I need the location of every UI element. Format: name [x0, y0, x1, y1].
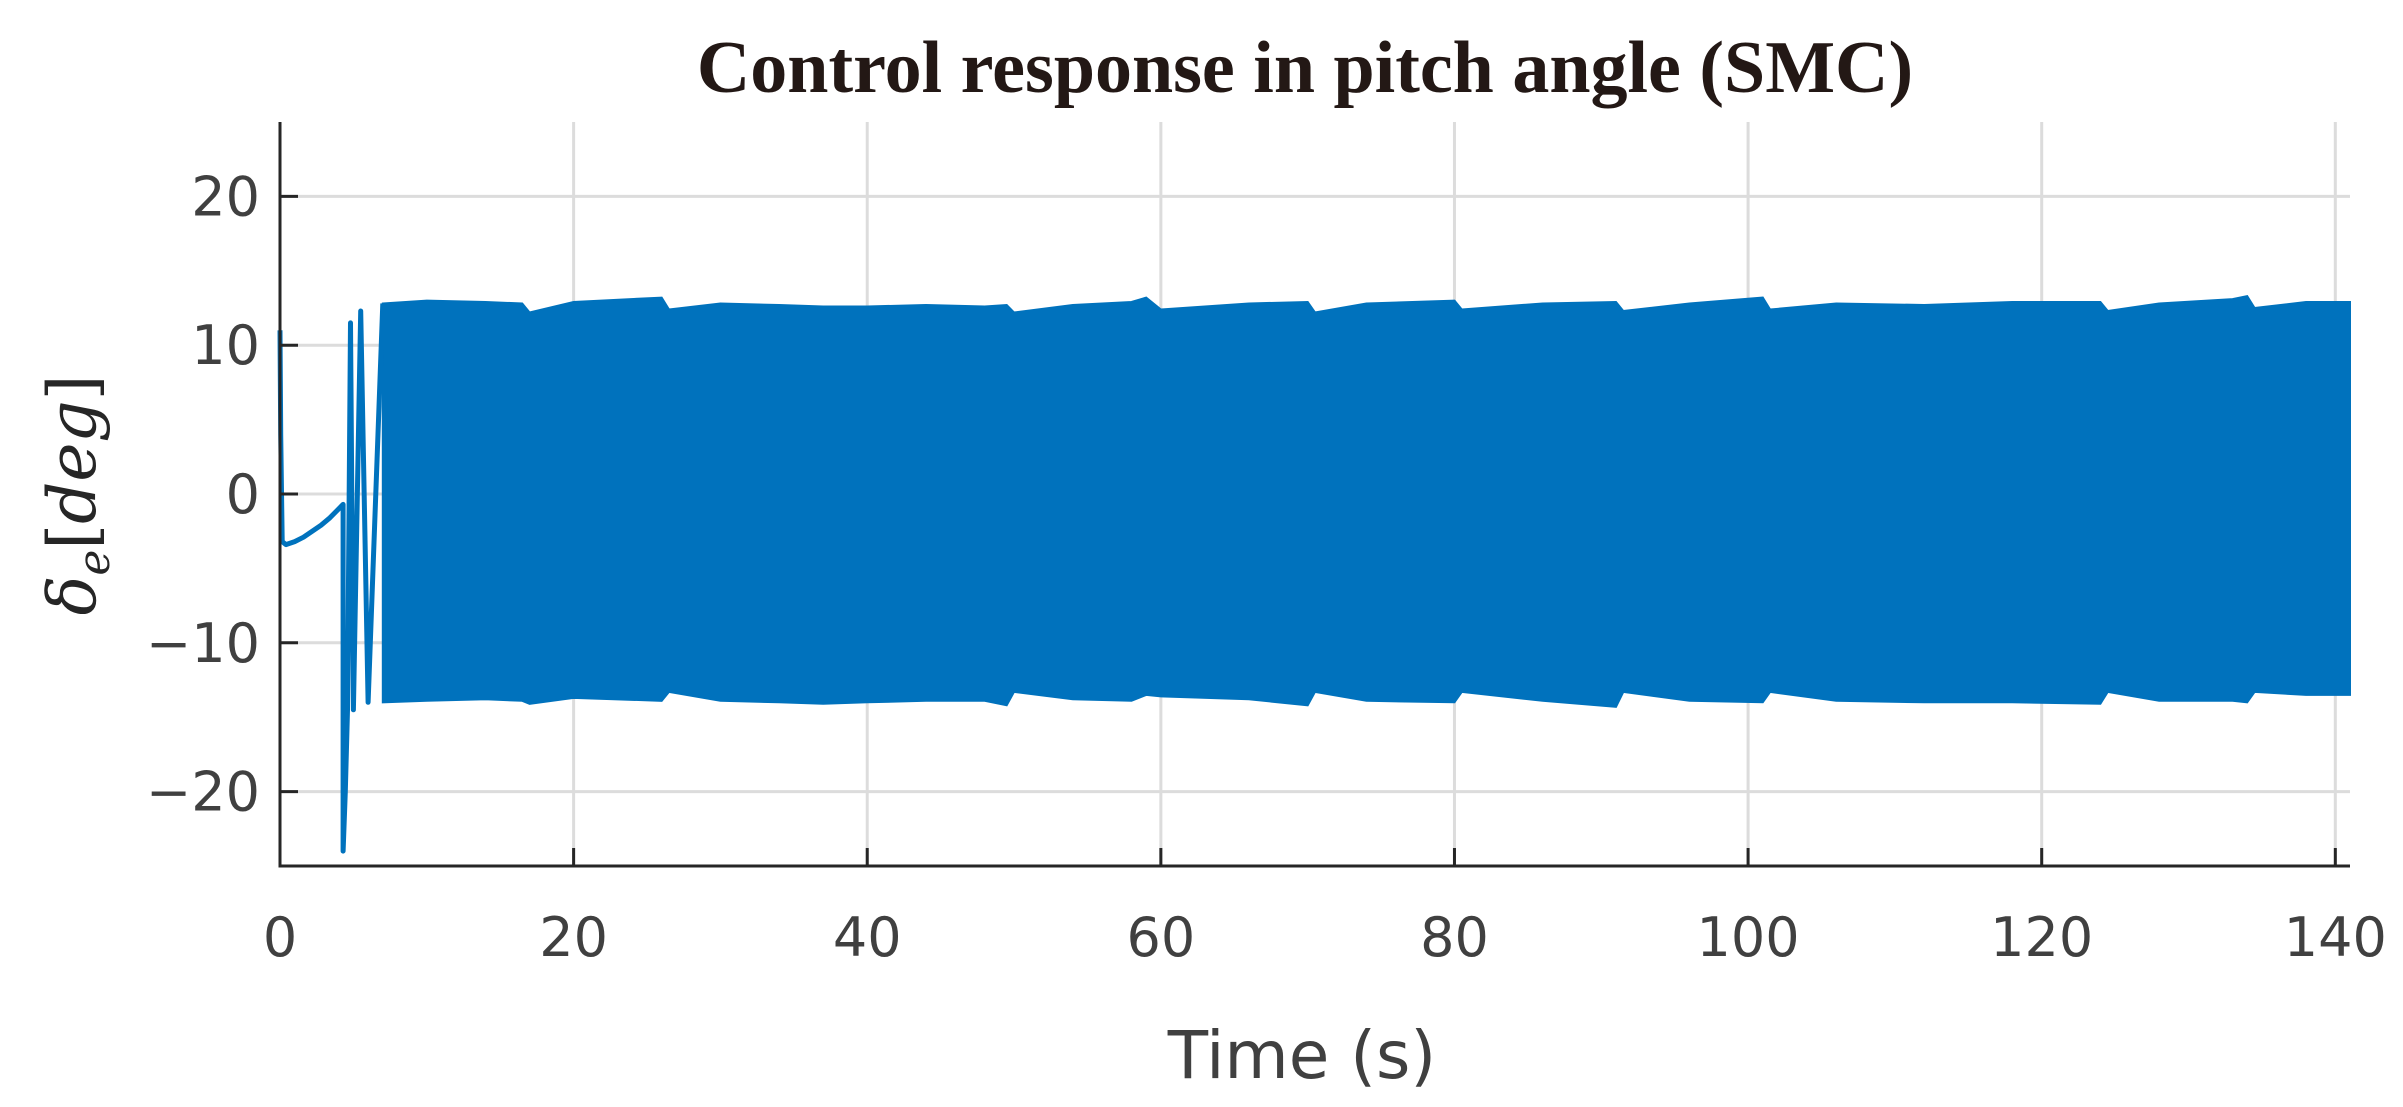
- x-tick-label-1: 20: [539, 906, 608, 969]
- data-series: [277, 294, 2351, 854]
- x-axis-label: Time (s): [1167, 1017, 1436, 1094]
- axis-ticks: 0 20 40 60 80 100 120 140 −20 −10 0 10 20: [146, 165, 2387, 969]
- y-tick-label-2: 0: [226, 463, 260, 526]
- y-axis-label-unit-close: ]: [34, 375, 111, 401]
- y-axis-label: δe[deg]: [34, 375, 120, 616]
- y-tick-label-0: −20: [146, 761, 260, 824]
- chart-title: Control response in pitch angle (SMC): [697, 27, 1913, 109]
- x-tick-label-0: 0: [263, 906, 297, 969]
- x-tick-label-5: 100: [1697, 906, 1800, 969]
- y-axis-label-unit: deg: [34, 400, 111, 524]
- y-axis-label-symbol: δ: [34, 576, 111, 616]
- y-tick-label-3: 10: [191, 314, 260, 377]
- series-0-oscillation-band: [381, 294, 2351, 708]
- y-tick-label-1: −10: [146, 612, 260, 675]
- x-tick-label-3: 60: [1126, 906, 1195, 969]
- y-tick-label-4: 20: [191, 165, 260, 228]
- x-tick-label-7: 140: [2284, 906, 2387, 969]
- x-tick-label-6: 120: [1990, 906, 2093, 969]
- y-axis-label-unit-open: [: [34, 524, 111, 550]
- x-tick-label-2: 40: [833, 906, 902, 969]
- x-tick-label-4: 80: [1420, 906, 1489, 969]
- series-0-transient-line: [277, 303, 386, 854]
- y-axis-label-subscript: e: [69, 550, 120, 576]
